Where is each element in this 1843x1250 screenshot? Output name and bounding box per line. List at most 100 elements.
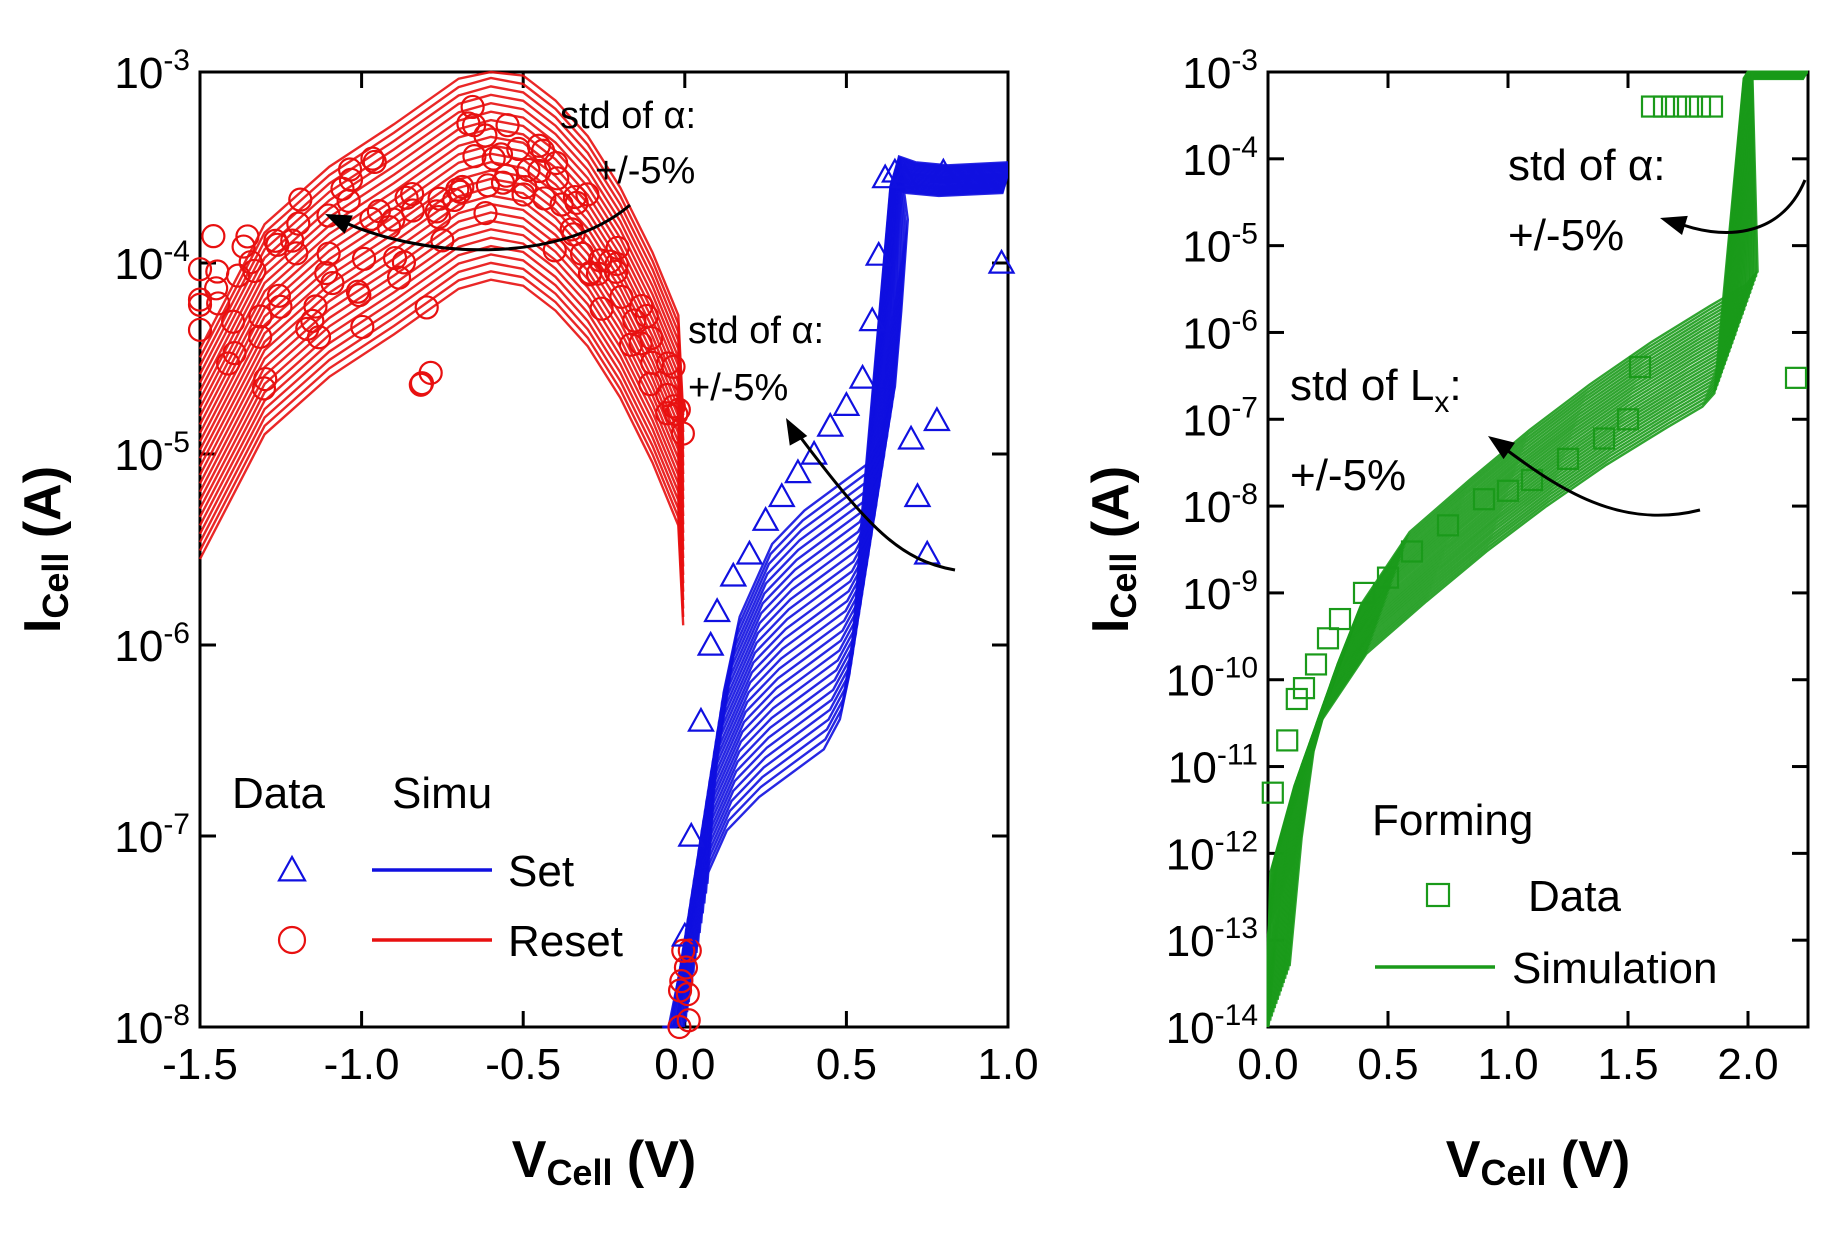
reset-data-marker [266,283,291,308]
reset-data-marker [280,228,305,253]
reset-data-marker [336,188,361,213]
reset-data-marker [513,175,538,200]
right-arrow-alpha-curve [1674,179,1807,234]
reset-simu-line [198,101,685,449]
reset-data-marker [414,295,439,320]
set-data-marker [848,363,877,389]
reset-data-marker [187,317,213,342]
forming-simu-line [1285,70,1808,975]
reset-data-marker [248,304,273,329]
reset-data-marker [448,179,473,204]
reset-data-marker [575,182,600,207]
set-data-marker [871,163,900,189]
reset-data-marker [251,376,277,401]
reset-data-marker [516,157,541,183]
set-data-marker [987,248,1016,274]
reset-data-marker [495,113,520,138]
set-simu-line [704,155,1009,894]
right-y-tick-label: 10-14 [1166,999,1258,1053]
forming-data-marker [1276,729,1299,752]
reset-data-marker [526,133,551,158]
right-anno-alpha-line1: std of α: [1508,141,1666,190]
reset-data-marker [494,163,519,188]
reset-data-marker [604,251,629,277]
reset-data-marker [605,235,630,261]
set-simu-line [681,171,1008,1028]
right-arrow-alpha-head [1660,215,1688,236]
reset-data-marker [655,351,681,376]
left-anno-alpha-reset-line2: +/-5% [595,150,695,192]
reset-data-marker [585,261,611,286]
right-y-tick-label: 10-6 [1182,304,1258,358]
forming-data-marker [1400,540,1424,563]
set-data-marker [903,482,932,508]
reset-simu-line [198,70,685,416]
left-arrow-reset-curve [334,203,631,252]
reset-data-marker [667,1014,692,1040]
forming-data-marker [1688,95,1712,118]
reset-simu-line [198,110,685,458]
forming-data-marker [1436,514,1460,537]
forming-data-marker [1640,95,1664,118]
forming-data-marker [1616,408,1640,431]
reset-data-marker [677,938,702,963]
reset-data-marker [238,250,263,275]
right-plot-frame [1266,70,1810,1029]
reset-data-marker [673,955,699,980]
set-simu-line [671,178,1006,1028]
forming-data-marker [1628,355,1652,379]
legend-marker-reset [277,925,307,955]
set-simu-line [678,173,1007,1028]
set-data-marker [816,411,845,437]
reset-data-marker [442,187,467,213]
forming-data-marker [1496,479,1520,502]
reset-simu-line [198,93,685,441]
reset-simu-line [198,270,685,617]
forming-data-marker [1292,677,1316,700]
set-data-marker [751,505,780,531]
set-simu-line [679,172,1008,1028]
reset-data-marker [300,308,325,333]
reset-simu-line [198,177,685,525]
forming-data-marker [1676,95,1700,118]
reset-data-marker [473,200,498,226]
reset-data-marker [216,351,241,376]
forming-data-marker [1556,447,1580,470]
forming-data-marker [1304,653,1328,676]
reset-data-marker [400,198,425,223]
reset-simu-line [198,202,685,550]
reset-data-marker [638,372,663,397]
legend-label-reset: Reset [508,917,623,966]
legend-col-data: Data [232,769,325,818]
set-simu-line [689,166,1009,993]
forming-simu-line [1288,70,1808,967]
reset-data-marker [201,224,226,249]
set-data-marker [929,157,958,183]
set-simu-line [670,179,1006,1028]
right-y-tick-label: 10-11 [1168,739,1258,793]
right-y-tick-label: 10-3 [1182,44,1258,98]
forming-simu-line [1281,70,1808,988]
left-x-tick-label: 1.0 [977,1040,1038,1089]
reset-data-marker [362,149,387,175]
set-simu-line [675,176,1007,1028]
reset-simu-line [198,261,685,609]
left-y-axis-title: ICell (A) [14,466,76,633]
forming-simu-line [1279,70,1808,992]
right-y-tick-label: 10-9 [1182,565,1258,619]
set-data-marker [864,240,893,266]
reset-data-marker [609,284,634,309]
reset-data-marker [221,309,246,334]
reset-data-marker [248,324,273,349]
reset-data-marker [351,246,377,271]
reset-data-marker [475,173,500,198]
reset-simu-line [198,278,685,626]
reset-data-marker [655,401,680,426]
forming-data-marker [1700,95,1724,118]
reset-data-marker [545,166,570,191]
left-y-tick-label: 10-3 [114,44,190,98]
reset-data-marker [666,397,691,422]
set-simu-line [695,162,1009,953]
set-data-marker [897,424,925,450]
